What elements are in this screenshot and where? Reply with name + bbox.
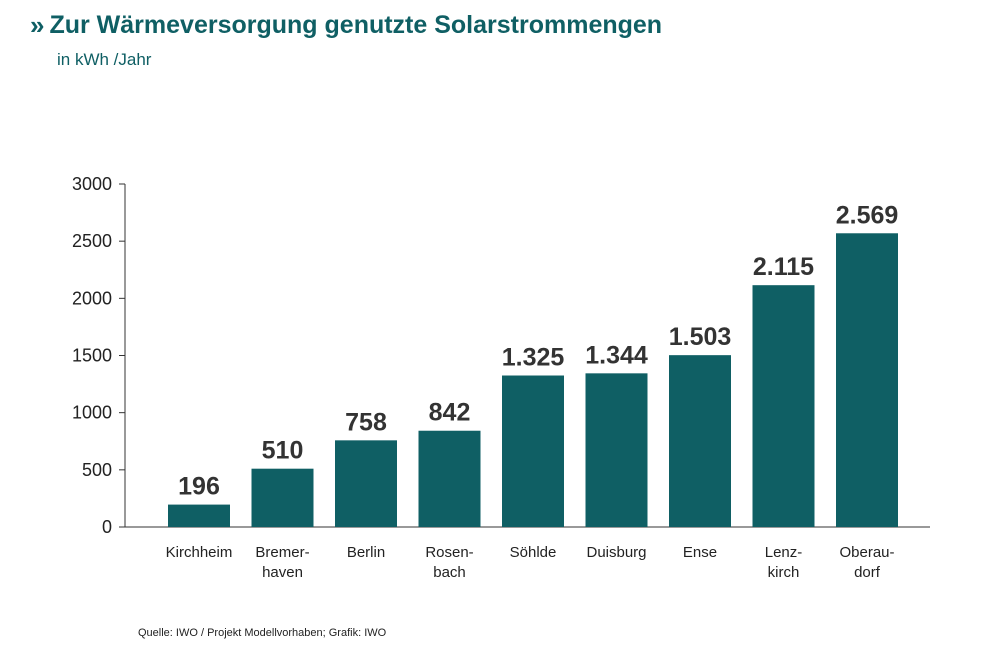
x-tick-label: Kirchheim [166,544,233,561]
bar [335,440,397,527]
chart-title: Zur Wärmeversorgung genutzte Solarstromm… [49,11,663,39]
x-tick-label: Bremer-haven [255,544,309,581]
title-marker-icon: » [30,10,45,40]
x-tick-label: Duisburg [586,544,646,561]
data-label: 2.115 [753,253,814,281]
x-tick-label-line: Oberau- [839,544,894,561]
bar [669,355,731,527]
x-tick-label: Berlin [347,544,385,561]
title-row: » Zur Wärmeversorgung genutzte Solarstro… [30,10,662,40]
y-tick-label: 500 [82,460,112,480]
data-label: 758 [345,408,387,436]
data-label: 1.503 [669,323,732,351]
bar [585,373,648,527]
x-tick-label: Rosen-bach [425,544,473,581]
x-tick-label: Ense [683,544,717,561]
data-label: 510 [262,437,304,465]
data-label: 2.569 [836,201,899,229]
x-tick-label-line: kirch [768,564,800,581]
x-tick-label-line: Berlin [347,544,385,561]
x-tick-label-line: Kirchheim [166,544,233,561]
y-tick-label: 2000 [72,288,112,308]
x-tick-label-line: bach [433,564,466,581]
y-tick-label: 1000 [72,403,112,423]
bar [418,430,481,527]
bar [502,375,564,527]
source-note: Quelle: IWO / Projekt Modellvorhaben; Gr… [138,627,387,639]
data-label: 1.325 [502,344,565,372]
bar [251,468,314,527]
y-tick-label: 3000 [72,174,112,194]
data-label: 842 [429,399,471,427]
x-tick-label: Söhlde [510,544,557,561]
x-tick-label-line: dorf [854,564,881,581]
y-tick-label: 2500 [72,231,112,251]
x-tick-label-line: Lenz- [765,544,803,561]
bar [752,285,815,527]
bar [836,233,898,528]
x-tick-label-line: Ense [683,544,717,561]
y-tick-label: 0 [102,517,112,537]
x-tick-label-line: Rosen- [425,544,473,561]
data-label: 196 [178,473,220,501]
chart-subtitle: in kWh /Jahr [57,50,152,69]
y-tick-label: 1500 [72,346,112,366]
x-tick-label-line: Söhlde [510,544,557,561]
x-tick-label-line: Bremer- [255,544,309,561]
x-tick-label: Lenz-kirch [765,544,803,581]
x-tick-label: Oberau-dorf [839,544,894,581]
bar [168,504,230,527]
x-tick-label-line: Duisburg [586,544,646,561]
x-tick-label-line: haven [262,564,303,581]
data-label: 1.344 [585,341,648,369]
